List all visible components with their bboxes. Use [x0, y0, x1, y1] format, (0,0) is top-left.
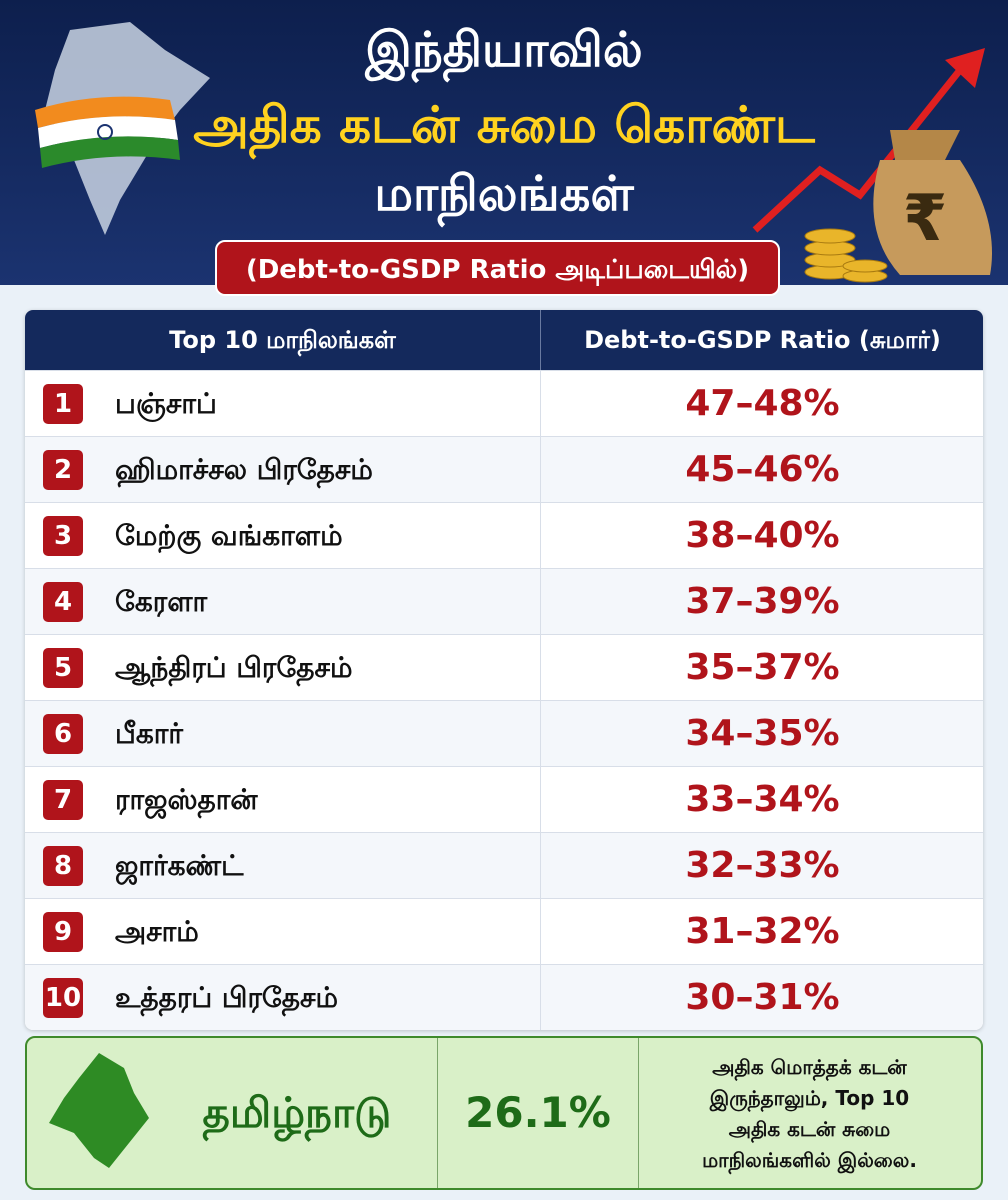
- footer-state: தமிழ்நாடு: [202, 1088, 392, 1137]
- header: ₹ இந்தியாவில் அதிக கடன் சுமை கொண்ட மாநில…: [0, 0, 1008, 296]
- note-line: அதிக மொத்தக் கடன்: [712, 1055, 907, 1079]
- state-name: ஜார்கண்ட்: [115, 849, 244, 882]
- money-bag: [873, 160, 992, 275]
- state-name: கேரளா: [115, 585, 208, 618]
- note-line: இருந்தாலும், Top 10: [709, 1086, 910, 1110]
- state-name: உத்தரப் பிரதேசம்: [115, 981, 339, 1014]
- state-name: பீகார்: [115, 717, 184, 750]
- debt-ratio: 31–32%: [540, 899, 983, 965]
- title-line: மாநிலங்கள்: [374, 166, 634, 222]
- arrow-head: [945, 48, 985, 88]
- table-row: 5 ஆந்திரப் பிரதேசம் 35–37%: [25, 634, 983, 701]
- rank-badge: 6: [43, 714, 83, 754]
- note-line: அதிக கடன் சுமை: [728, 1117, 891, 1141]
- debt-ratio: 37–39%: [540, 569, 983, 635]
- rank-badge: 4: [43, 582, 83, 622]
- rank-badge: 5: [43, 648, 83, 688]
- note-line: மாநிலங்களில் இல்லை.: [702, 1148, 917, 1172]
- rank-badge: 9: [43, 912, 83, 952]
- rupee-icon: ₹: [903, 182, 948, 256]
- debt-ratio: 34–35%: [540, 701, 983, 767]
- debt-ratio: 38–40%: [540, 503, 983, 569]
- table-row: 6 பீகார் 34–35%: [25, 700, 983, 767]
- debt-ratio: 35–37%: [540, 635, 983, 701]
- table-header: Top 10 மாநிலங்கள் Debt-to-GSDP Ratio (சு…: [25, 310, 983, 370]
- title-line: அதிக கடன் சுமை கொண்ட: [193, 96, 815, 154]
- table-row: 9 அசாம் 31–32%: [25, 898, 983, 965]
- table-row: 7 ராஜஸ்தான் 33–34%: [25, 766, 983, 833]
- rank-badge: 2: [43, 450, 83, 490]
- flag-white: [38, 116, 178, 148]
- table-row: 3 மேற்கு வங்காளம் 38–40%: [25, 502, 983, 569]
- state-name: ராஜஸ்தான்: [115, 783, 258, 816]
- tn-shape: [49, 1053, 149, 1168]
- bag-neck: [890, 130, 960, 160]
- subtitle: (Debt-to-GSDP Ratio அடிப்படையில்): [215, 240, 780, 296]
- header-art: ₹: [35, 22, 992, 283]
- debt-ratio: 45–46%: [540, 437, 983, 503]
- state-name: அசாம்: [115, 915, 199, 948]
- footer-note: அதிக மொத்தக் கடன் இருந்தாலும், Top 10 அதிக…: [642, 1052, 977, 1176]
- rank-badge: 1: [43, 384, 83, 424]
- state-name: மேற்கு வங்காளம்: [115, 519, 343, 552]
- column-header: Top 10 மாநிலங்கள்: [169, 326, 396, 354]
- state-name: பஞ்சாப்: [115, 387, 217, 420]
- state-name: ஹிமாச்சல பிரதேசம்: [115, 453, 373, 486]
- table-row: 8 ஜார்கண்ட் 32–33%: [25, 832, 983, 899]
- table: Top 10 மாநிலங்கள் Debt-to-GSDP Ratio (சு…: [25, 310, 983, 1030]
- column-header: Debt-to-GSDP Ratio (சுமார்): [540, 310, 983, 370]
- table-row: 1 பஞ்சாப் 47–48%: [25, 370, 983, 437]
- flag-saffron: [35, 96, 175, 128]
- table-row: 4 கேரளா 37–39%: [25, 568, 983, 635]
- debt-ratio: 33–34%: [540, 767, 983, 833]
- table-row: 2 ஹிமாச்சல பிரதேசம் 45–46%: [25, 436, 983, 503]
- debt-ratio: 30–31%: [540, 965, 983, 1030]
- footer-ratio: 26.1%: [437, 1038, 639, 1188]
- flag-green: [40, 136, 180, 168]
- debt-ratio: 32–33%: [540, 833, 983, 899]
- state-name: ஆந்திரப் பிரதேசம்: [115, 651, 353, 684]
- rank-badge: 3: [43, 516, 83, 556]
- chakra: [97, 124, 113, 140]
- debt-ratio: 47–48%: [540, 371, 983, 437]
- coins: [804, 228, 888, 283]
- rank-badge: 10: [43, 978, 83, 1018]
- rank-badge: 8: [43, 846, 83, 886]
- rank-badge: 7: [43, 780, 83, 820]
- title-line: இந்தியாவில்: [365, 22, 643, 78]
- tn-map: [49, 1053, 149, 1168]
- footer-box: தமிழ்நாடு 26.1% அதிக மொத்தக் கடன் இருந்தா…: [25, 1036, 983, 1190]
- table-row: 10 உத்தரப் பிரதேசம் 30–31%: [25, 964, 983, 1030]
